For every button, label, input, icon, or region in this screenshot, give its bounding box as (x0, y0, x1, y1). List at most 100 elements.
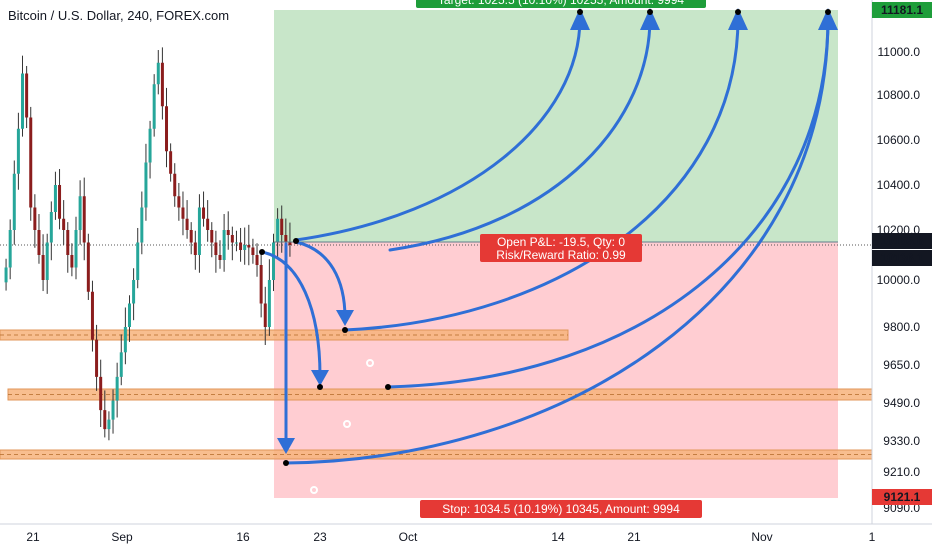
candle-body (127, 303, 131, 327)
candle-body (169, 151, 173, 174)
candles-group (4, 47, 292, 441)
candle-body (165, 106, 169, 152)
anchor-dot (735, 9, 741, 15)
candle-body (107, 419, 111, 430)
time-tick-label: Oct (399, 530, 418, 544)
price-tag-box (872, 250, 932, 266)
price-tick-label: 10000.0 (877, 273, 921, 287)
candle-body (263, 303, 267, 327)
candle-body (284, 235, 288, 243)
anchor-dot (577, 9, 583, 15)
price-tag-box (872, 233, 932, 249)
time-tick-label: 23 (313, 530, 327, 544)
stop-label: Stop: 1034.5 (10.19%) 10345, Amount: 999… (442, 502, 680, 516)
candle-body (251, 247, 255, 255)
candle-body (123, 327, 127, 353)
time-tick-label: Sep (111, 530, 133, 544)
candle-body (243, 245, 247, 250)
arrowhead-target-4 (818, 8, 838, 30)
candle-body (206, 218, 210, 230)
price-tag-box (872, 2, 932, 18)
marker-circle (366, 359, 374, 367)
candle-body (78, 196, 82, 230)
curve-to-target-2[interactable] (388, 16, 652, 252)
anchor-dot (342, 327, 348, 333)
price-tag: 10155.6 (880, 234, 924, 248)
candle-body (214, 242, 218, 255)
curve-down-2[interactable] (260, 250, 322, 378)
arrowhead-target-3 (728, 8, 748, 30)
anchor-dot (647, 9, 653, 15)
price-tags: 11181.1 10155.6 10136.1 9121.1 (872, 2, 932, 505)
candle-body (95, 339, 99, 377)
candle-body (156, 62, 160, 85)
candle-body (152, 84, 156, 129)
candle-body (132, 280, 136, 304)
curve-to-target-4[interactable] (386, 16, 830, 389)
candle-body (33, 207, 37, 230)
candle-body (21, 73, 25, 129)
arrowhead-down-3 (277, 438, 295, 454)
candle-body (193, 242, 197, 255)
candle-body (111, 400, 115, 420)
pnl-label-line2: Risk/Reward Ratio: 0.99 (496, 248, 626, 262)
candle-body (45, 242, 49, 280)
arrowhead-down-2 (311, 370, 329, 386)
candle-body (70, 255, 74, 268)
curve-down-1[interactable] (294, 240, 347, 320)
time-tick-label: 21 (627, 530, 641, 544)
candle-body (25, 73, 29, 118)
anchor-dot (293, 238, 299, 244)
time-tick-label: 16 (236, 530, 250, 544)
candle-body (16, 128, 20, 174)
candle-body (86, 242, 90, 292)
curve-to-target-1[interactable] (294, 16, 582, 242)
candle-body (218, 255, 222, 260)
candle-body (259, 265, 263, 304)
price-tick-label: 9490.0 (883, 396, 920, 410)
candle-body (66, 230, 70, 255)
anchor-dot (283, 460, 289, 466)
candle-body (119, 352, 123, 377)
candle-body (136, 242, 140, 280)
candle-body (271, 242, 275, 280)
target-label-box (416, 0, 706, 8)
price-tick-label: 10600.0 (877, 133, 921, 147)
candle-body (239, 242, 243, 250)
target-zone (274, 10, 838, 242)
anchor-dot (317, 384, 323, 390)
price-tag: 10136.1 (880, 251, 924, 265)
price-tag: 11181.1 (881, 3, 923, 17)
candle-body (230, 235, 234, 243)
time-axis[interactable] (0, 524, 932, 550)
candle-body (185, 218, 189, 230)
curve-to-stop[interactable] (284, 16, 830, 465)
anchor-dot (259, 249, 265, 255)
pnl-label-line1: Open P&L: -19.5, Qty: 0 (497, 235, 625, 249)
candle-body (148, 128, 152, 163)
candle-body (74, 230, 78, 268)
candle-body (37, 230, 41, 255)
candle-body (53, 185, 57, 212)
time-tick-label: 1 (869, 530, 876, 544)
target-label: Target: 1025.5 (10.10%) 10255, Amount: 9… (438, 0, 685, 7)
price-tick-label: 10800.0 (877, 88, 921, 102)
marker-circle (343, 420, 351, 428)
price-tag-box (872, 489, 932, 505)
price-axis-ticks: 11000.010800.010600.010400.010200.010000… (877, 45, 921, 515)
candle-body (197, 207, 201, 255)
arrowhead-target-1 (570, 8, 590, 30)
price-tick-label: 10400.0 (877, 178, 921, 192)
marker-circle (310, 486, 318, 494)
time-tick-label: 14 (551, 530, 565, 544)
candle-body (99, 376, 103, 411)
candle-body (29, 117, 33, 208)
candle-body (82, 196, 86, 243)
symbol-title: Bitcoin / U.S. Dollar, 240, FOREX.com (8, 8, 230, 23)
candle-body (210, 230, 214, 243)
arrowhead-down-1 (336, 310, 354, 326)
candle-body (12, 173, 16, 230)
candle-body (202, 207, 206, 219)
candle-body (247, 245, 251, 248)
